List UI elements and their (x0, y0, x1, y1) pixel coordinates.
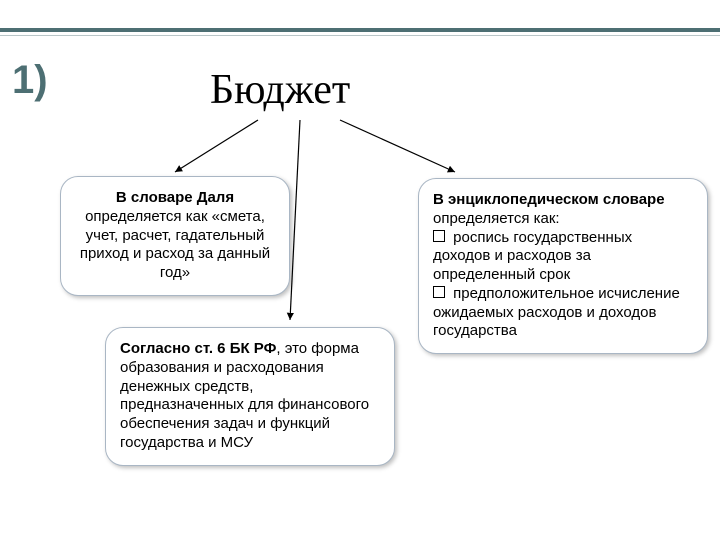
arrow-line-1 (175, 120, 258, 172)
bullet-icon (433, 230, 445, 242)
box3-intro: определяется как: (433, 210, 560, 227)
box3-bullet2: предположительное исчисление ожидаемых р… (433, 285, 680, 340)
box3-bold: В энциклопедическом словаре (433, 191, 665, 208)
box3-bullet1: роспись государственных доходов и расход… (433, 229, 632, 284)
definition-box-bkrf: Согласно ст. 6 БК РФ, это форма образова… (105, 327, 395, 466)
arrow-line-2 (290, 120, 300, 320)
box1-text: определяется как «смета, учет, расчет, г… (80, 208, 270, 281)
definition-box-encyclopedia: В энциклопедическом словаре определяется… (418, 178, 708, 354)
bullet-icon (433, 286, 445, 298)
arrow-line-3 (340, 120, 455, 172)
box2-bold: Согласно ст. 6 БК РФ (120, 340, 276, 357)
definition-box-dal: В словаре Даля определяется как «смета, … (60, 176, 290, 296)
box1-bold: В словаре Даля (116, 189, 234, 206)
